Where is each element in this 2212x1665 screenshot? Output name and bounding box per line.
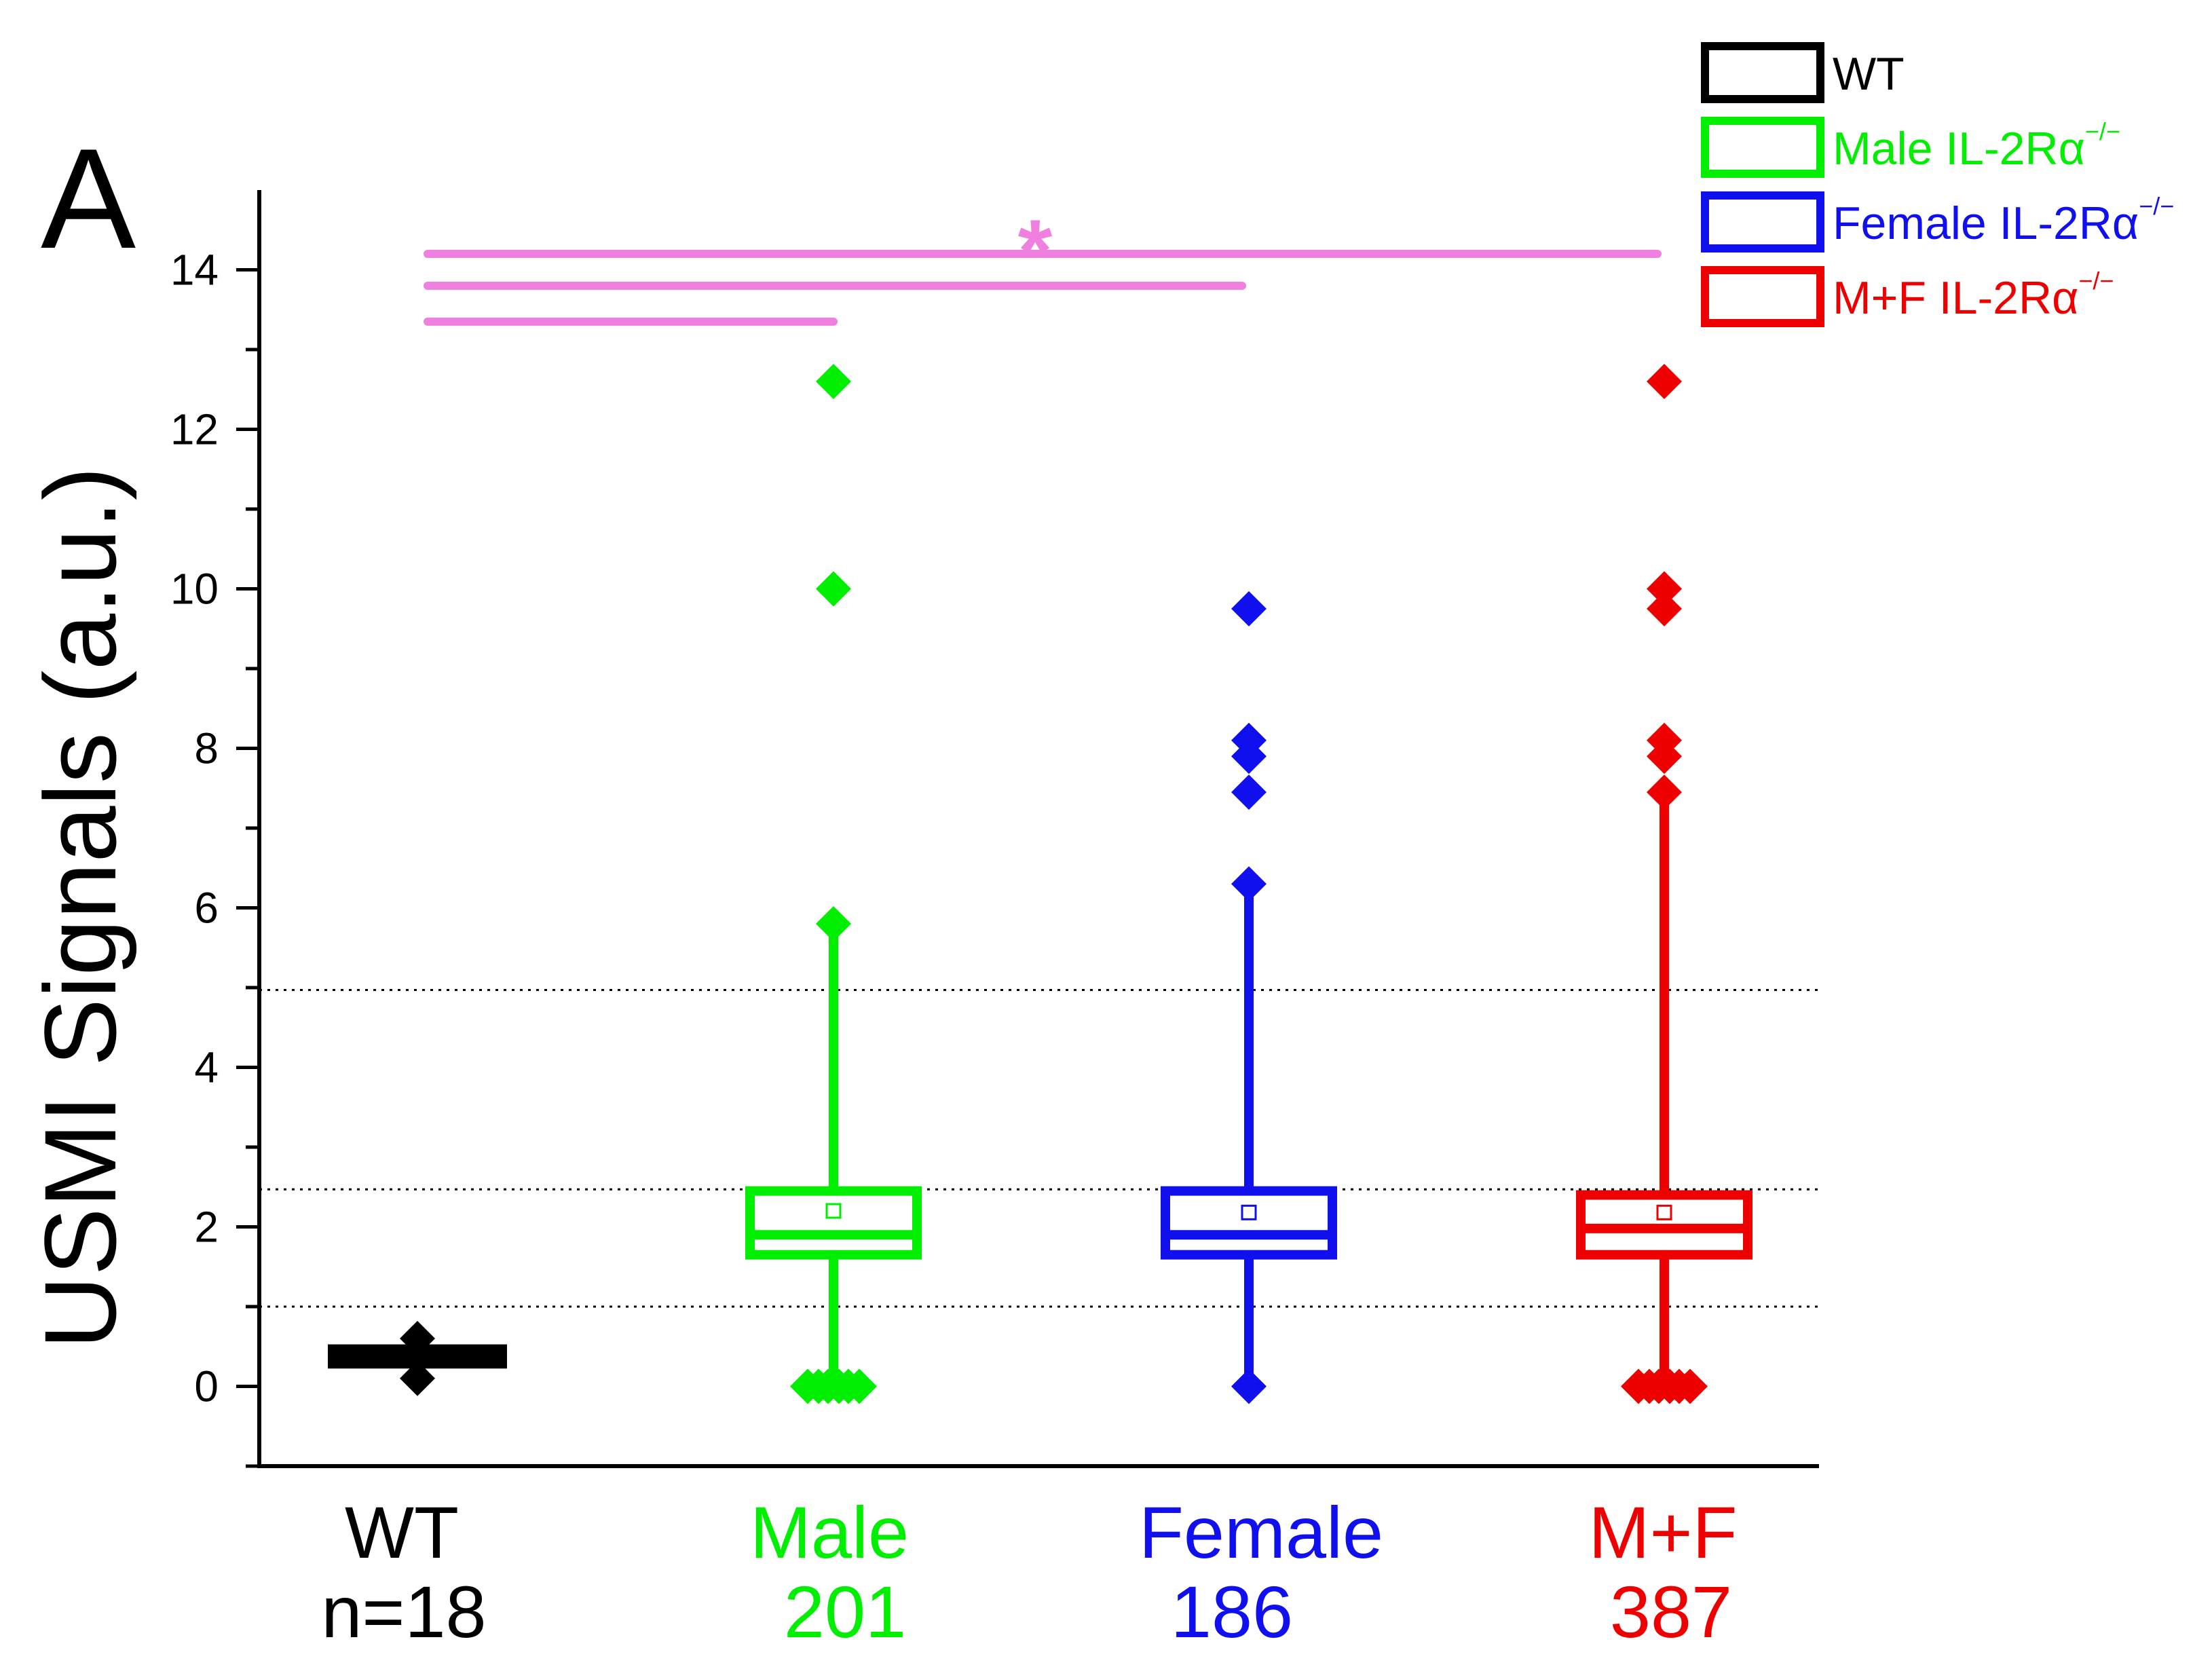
series-3-outlier-1 xyxy=(1647,774,1682,810)
series-1-group xyxy=(745,364,922,1404)
y-tick-label-2: 2 xyxy=(194,1203,219,1252)
count-label-2: 186 xyxy=(1171,1571,1293,1653)
series-2-outlier-0 xyxy=(1231,1368,1267,1404)
series-2-outlier-4 xyxy=(1231,722,1267,758)
series-1-outlier-0 xyxy=(816,906,851,941)
legend: WT Male IL-2Rα−/− Female IL-2Rα−/− M+F IL-2… xyxy=(1701,42,2174,327)
category-label-1: Male xyxy=(750,1491,909,1573)
series-3-outlier-4 xyxy=(1647,591,1682,626)
series-2-outlier-1 xyxy=(1231,866,1267,902)
y-tick-label-8: 8 xyxy=(194,724,219,773)
legend-swatch-1 xyxy=(1701,117,1824,178)
count-label-0: n=18 xyxy=(321,1571,486,1653)
category-label-2: Female xyxy=(1139,1491,1383,1573)
legend-swatch-0 xyxy=(1701,42,1824,103)
series-1-box xyxy=(745,1186,922,1260)
y-tick-label-10: 10 xyxy=(170,565,219,614)
series-1-outlier-1 xyxy=(816,571,851,607)
series-3-outlier-3 xyxy=(1647,722,1682,758)
series-0-group xyxy=(328,1321,507,1396)
category-label-0: WT xyxy=(345,1491,459,1573)
series-2-group xyxy=(1161,591,1337,1404)
series-2-mean-marker xyxy=(1241,1204,1257,1220)
series-3-group xyxy=(1576,364,1752,1404)
legend-superscript-2: −/− xyxy=(2139,192,2174,220)
y-tick-label-4: 4 xyxy=(194,1043,219,1092)
series-3-mean-marker xyxy=(1656,1204,1672,1220)
legend-superscript-3: −/− xyxy=(2078,267,2114,295)
legend-label-2: Female IL-2Rα−/− xyxy=(1833,192,2174,249)
series-0-outlier-2 xyxy=(400,1341,435,1377)
y-tick-label-0: 0 xyxy=(194,1362,219,1411)
category-label-3: M+F xyxy=(1588,1491,1737,1573)
series-1-mean-marker xyxy=(825,1203,842,1219)
legend-swatch-3 xyxy=(1701,266,1824,327)
series-1-outlier-3-5 xyxy=(842,1368,877,1404)
significance-bars: * xyxy=(424,201,1662,326)
series-3-outlier-6 xyxy=(1647,364,1682,399)
series-0-outlier-0 xyxy=(400,1360,435,1396)
legend-label-3: M+F IL-2Rα−/− xyxy=(1833,267,2114,324)
count-label-3: 387 xyxy=(1610,1571,1732,1653)
series-0-outlier-1 xyxy=(400,1321,435,1356)
panel-label: A xyxy=(41,119,136,278)
y-axis-label: USMI Signals (a.u.) xyxy=(23,466,137,1349)
series-2-outlier-5 xyxy=(1231,591,1267,626)
y-tick-label-14: 14 xyxy=(170,246,219,295)
axes: 0 2 4 6 8 10 12 14 xyxy=(170,190,1819,1468)
y-tick-label-12: 12 xyxy=(170,405,219,454)
series-3-outlier-5 xyxy=(1647,571,1682,607)
legend-label-0: WT xyxy=(1833,48,1905,100)
count-label-1: 201 xyxy=(784,1571,906,1653)
series-1-outlier-2 xyxy=(816,364,851,399)
y-tick-label-6: 6 xyxy=(194,884,219,933)
legend-swatch-2 xyxy=(1701,191,1824,252)
series-3-outlier-0-5 xyxy=(1672,1368,1708,1404)
series-2-box xyxy=(1161,1186,1337,1260)
legend-label-1: Male IL-2Rα−/− xyxy=(1833,117,2120,174)
box-series xyxy=(328,364,1752,1404)
series-2-outlier-2 xyxy=(1231,774,1267,810)
text-labels: USMI Signals (a.u.)AWTn=18Male201Female1… xyxy=(23,119,1738,1653)
significance-star: * xyxy=(1018,201,1053,300)
legend-superscript-1: −/− xyxy=(2085,117,2120,145)
